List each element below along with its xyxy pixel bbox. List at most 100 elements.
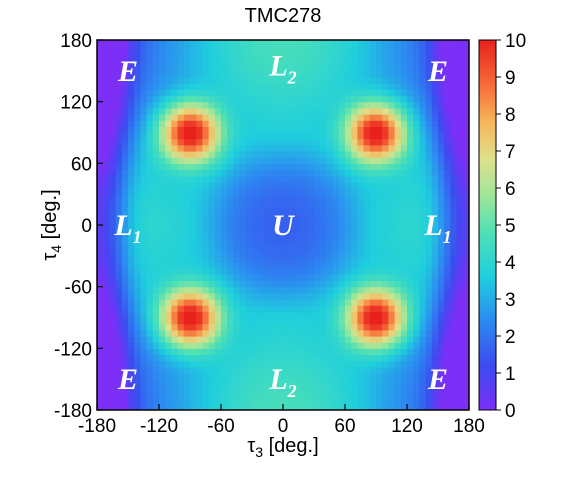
heatmap-cell xyxy=(245,292,253,300)
heatmap-cell xyxy=(444,107,451,115)
heatmap-cell xyxy=(140,249,148,257)
heatmap-cell xyxy=(462,342,469,349)
heatmap-cell xyxy=(103,391,110,399)
heatmap-cell xyxy=(276,144,284,152)
heatmap-cell xyxy=(264,342,272,349)
heatmap-cell xyxy=(332,40,340,47)
heatmap-cell xyxy=(208,329,216,337)
heatmap-cell xyxy=(196,329,203,337)
heatmap-cell xyxy=(190,329,197,337)
heatmap-cell xyxy=(413,397,420,405)
heatmap-cell xyxy=(413,175,420,183)
heatmap-cell xyxy=(419,403,427,410)
heatmap-cell xyxy=(134,391,141,399)
heatmap-cell xyxy=(326,243,334,251)
heatmap-cell xyxy=(196,206,203,214)
heatmap-cell xyxy=(314,138,321,146)
heatmap-cell xyxy=(134,218,141,226)
heatmap-cell xyxy=(245,397,253,405)
heatmap-cell xyxy=(140,107,148,115)
heatmap-cell xyxy=(450,249,458,257)
heatmap-cell xyxy=(239,379,247,386)
heatmap-cell xyxy=(121,354,129,362)
heatmap-cell xyxy=(444,348,451,356)
heatmap-cell xyxy=(376,157,383,164)
heatmap-cell xyxy=(146,188,154,195)
heatmap-cell xyxy=(227,286,234,294)
heatmap-cell xyxy=(295,397,303,405)
x-tick-label: -180 xyxy=(78,416,116,437)
heatmap-cell xyxy=(152,95,160,103)
heatmap-cell xyxy=(183,237,191,245)
heatmap-cell xyxy=(159,175,166,183)
heatmap-cell xyxy=(338,107,346,115)
heatmap-cell xyxy=(128,243,135,251)
heatmap-cell xyxy=(413,64,420,72)
heatmap-cell xyxy=(177,268,185,275)
heatmap-cell xyxy=(345,77,352,84)
heatmap-cell xyxy=(351,360,358,368)
heatmap-cell xyxy=(221,329,228,337)
heatmap-cell xyxy=(444,336,451,343)
heatmap-cell xyxy=(239,360,247,368)
heatmap-cell xyxy=(314,231,321,238)
heatmap-cell xyxy=(239,255,247,263)
heatmap-cell xyxy=(438,107,445,115)
heatmap-cell xyxy=(425,348,433,356)
heatmap-cell xyxy=(196,138,203,146)
heatmap-cell xyxy=(425,169,433,177)
heatmap-cell xyxy=(431,194,439,201)
heatmap-cell xyxy=(165,255,172,263)
heatmap-cell xyxy=(295,200,303,208)
heatmap-cell xyxy=(128,64,135,72)
heatmap-cell xyxy=(345,101,352,109)
heatmap-cell xyxy=(258,188,265,195)
heatmap-cell xyxy=(233,151,241,158)
heatmap-cell xyxy=(159,194,166,201)
heatmap-cell xyxy=(407,46,414,53)
heatmap-cell xyxy=(208,52,216,60)
heatmap-cell xyxy=(407,243,414,251)
heatmap-cell xyxy=(438,354,445,362)
heatmap-cell xyxy=(283,360,290,368)
heatmap-cell xyxy=(196,311,203,319)
heatmap-cell xyxy=(152,132,160,140)
heatmap-cell xyxy=(245,40,253,47)
heatmap-cell xyxy=(233,52,241,60)
heatmap-cell xyxy=(171,249,179,257)
heatmap-cell xyxy=(171,280,179,288)
heatmap-cell xyxy=(345,255,352,263)
heatmap-cell xyxy=(419,243,427,251)
heatmap-cell xyxy=(425,132,433,140)
heatmap-cell xyxy=(109,120,117,127)
heatmap-cell xyxy=(413,95,420,103)
heatmap-cell xyxy=(146,120,154,127)
heatmap-cell xyxy=(456,317,464,325)
heatmap-cell xyxy=(227,114,234,121)
heatmap-cell xyxy=(128,397,135,405)
heatmap-cell xyxy=(103,95,110,103)
heatmap-cell xyxy=(413,385,420,393)
heatmap-cell xyxy=(425,218,433,226)
heatmap-cell xyxy=(351,95,358,103)
heatmap-cell xyxy=(419,77,427,84)
heatmap-cell xyxy=(264,95,272,103)
heatmap-cell xyxy=(97,200,104,208)
heatmap-cell xyxy=(301,336,309,343)
heatmap-cell xyxy=(270,268,278,275)
heatmap-cell xyxy=(394,52,402,60)
heatmap-cell xyxy=(276,200,284,208)
heatmap-cell xyxy=(128,89,135,97)
heatmap-cell xyxy=(177,366,185,374)
heatmap-cell xyxy=(314,212,321,220)
heatmap-cell xyxy=(159,237,166,245)
heatmap-cell xyxy=(202,144,210,152)
heatmap-cell xyxy=(227,268,234,275)
heatmap-cell xyxy=(183,70,191,78)
heatmap-cell xyxy=(208,157,216,164)
heatmap-cell xyxy=(382,336,389,343)
heatmap-cell xyxy=(258,262,265,269)
heatmap-cell xyxy=(245,95,253,103)
heatmap-cell xyxy=(190,169,197,177)
heatmap-cell xyxy=(109,95,117,103)
